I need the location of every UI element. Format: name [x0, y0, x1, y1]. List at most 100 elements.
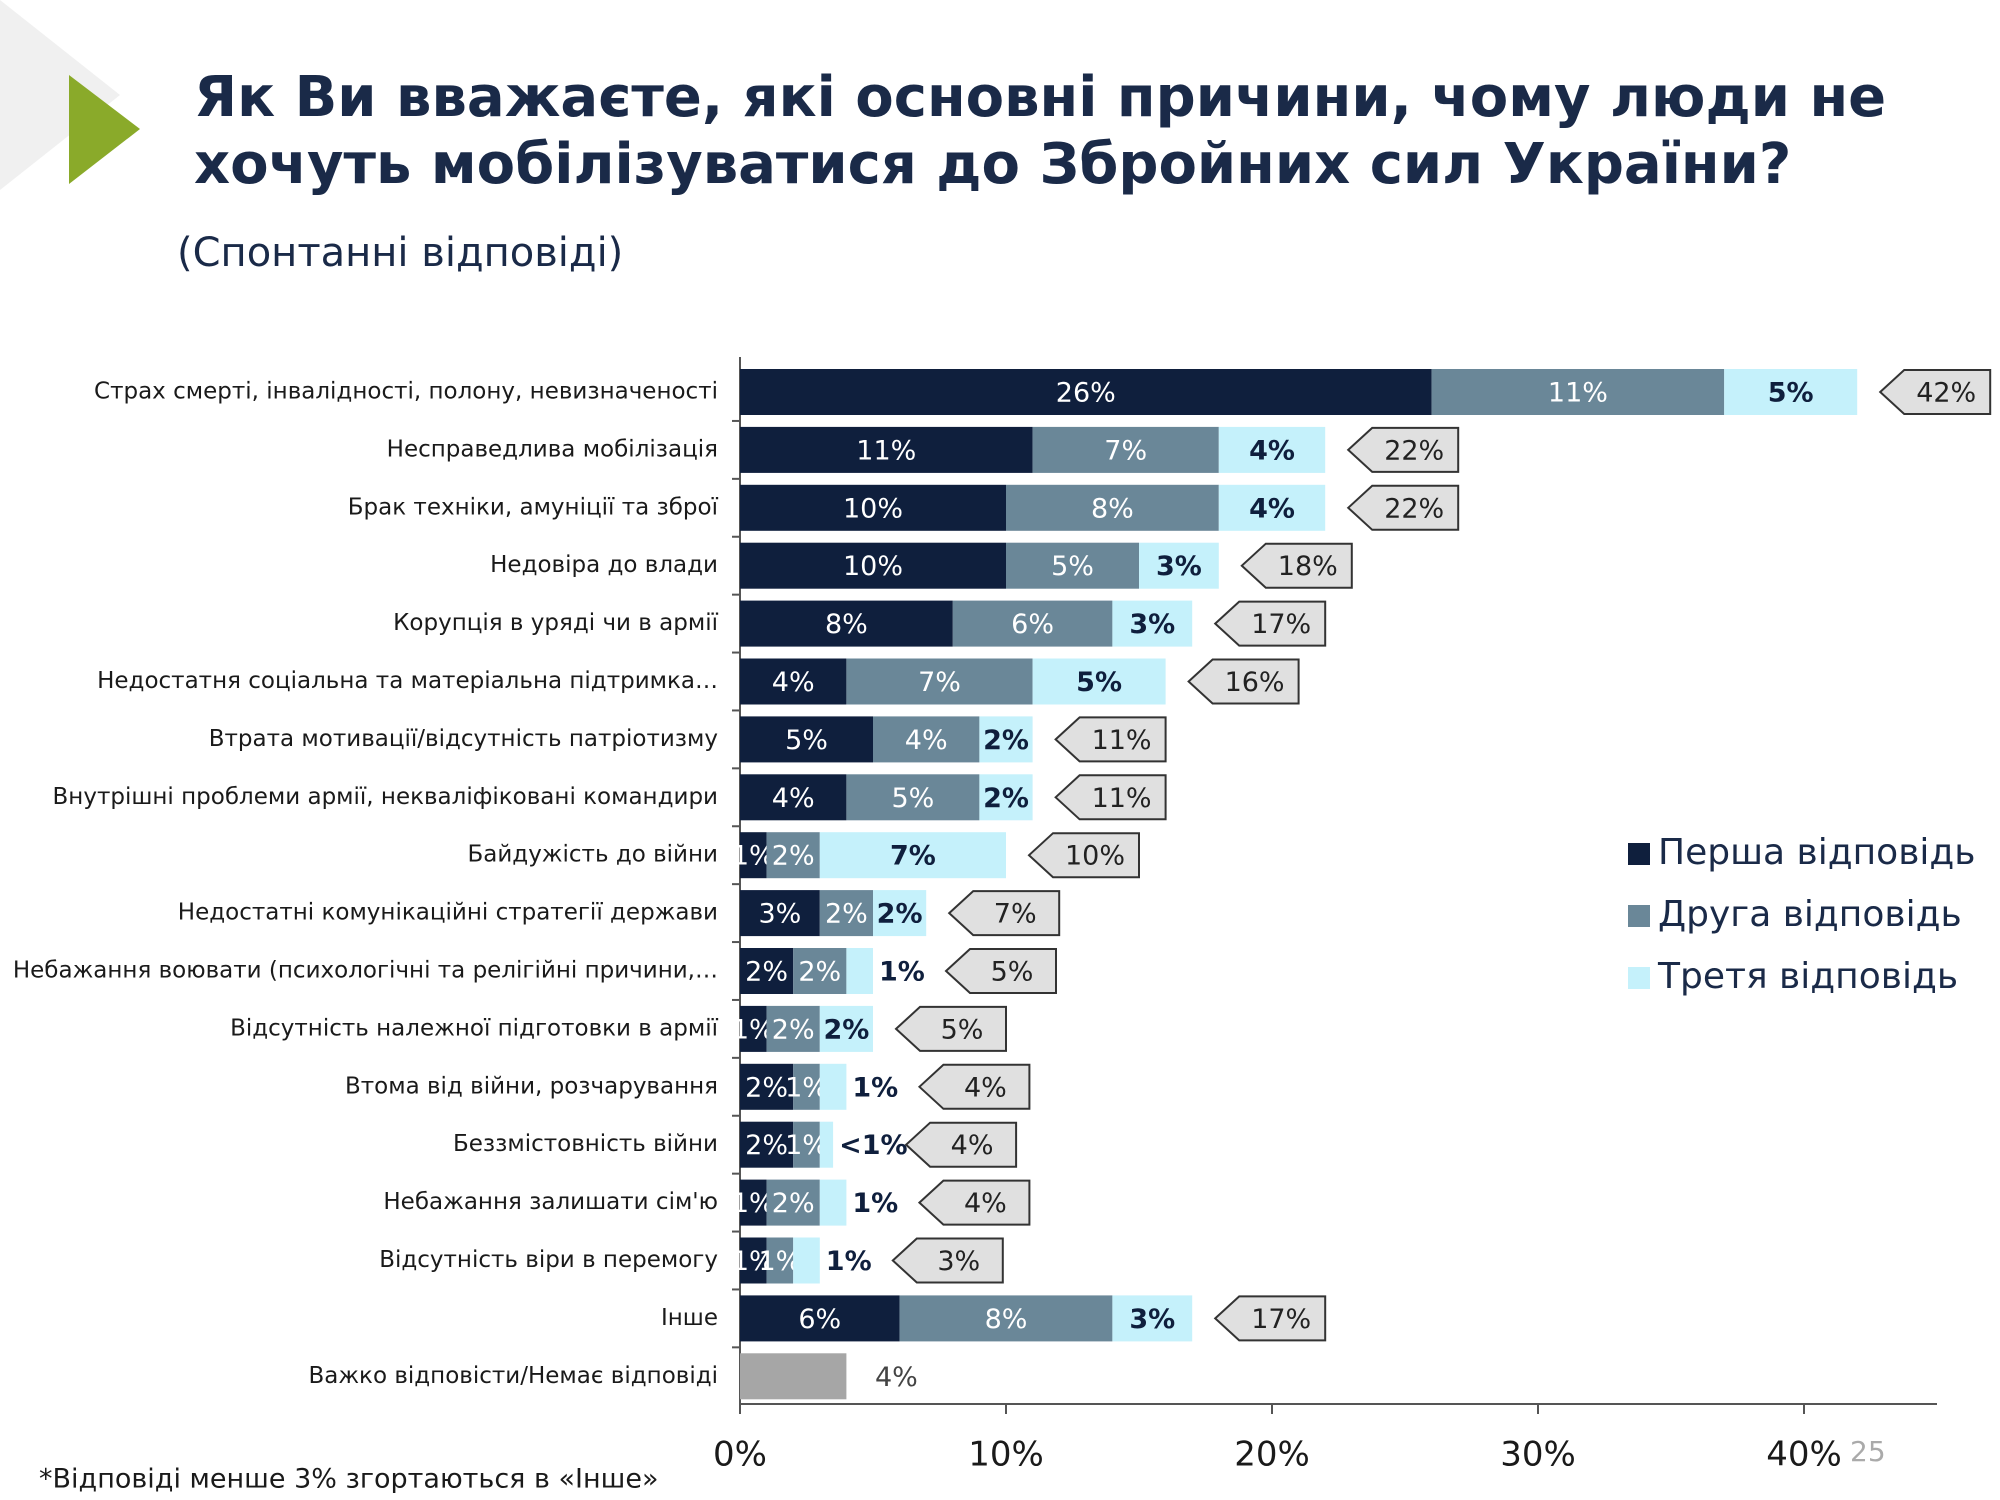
bar-segment [793, 1237, 820, 1284]
bar-segment [1139, 542, 1219, 589]
category-label: Відсутність належної підготовки в армії [230, 1015, 719, 1041]
total-box [894, 1005, 1007, 1052]
data-label: 2% [745, 1072, 788, 1103]
bar-segment [846, 774, 980, 821]
bar-segment [766, 1237, 794, 1284]
data-label: 7% [890, 841, 936, 872]
total-label: 3% [937, 1246, 980, 1277]
total-box [1240, 542, 1353, 589]
bar-segment [740, 1295, 900, 1342]
bar-segment [766, 832, 820, 879]
bar-segment [819, 1005, 873, 1052]
bar-segment [740, 832, 767, 879]
category-label: Недовіра до влади [490, 552, 718, 578]
data-label: 4% [1249, 435, 1295, 466]
category-label: Відсутність віри в перемогу [379, 1247, 718, 1273]
data-label: 1% [852, 1188, 898, 1219]
total-label: 5% [941, 1014, 984, 1045]
total-box [1346, 426, 1460, 473]
bar-segment [740, 890, 820, 937]
data-label: 2% [825, 899, 868, 930]
bar-segment [819, 890, 873, 937]
bar-segment [1032, 426, 1219, 473]
bar-segment [952, 600, 1113, 647]
data-label: 1% [826, 1246, 872, 1277]
bar-segment [740, 600, 953, 647]
bar-segment [766, 1005, 820, 1052]
bar-segment [873, 890, 927, 937]
data-label: 5% [1076, 667, 1122, 698]
category-label: Важко відповісти/Немає відповіді [308, 1363, 718, 1389]
category-label: Брак техніки, амуніції та зброї [348, 494, 719, 520]
data-label: 8% [1091, 493, 1134, 524]
total-label: 42% [1916, 378, 1976, 409]
bar-segment [793, 1121, 820, 1168]
data-label: 3% [1129, 1304, 1175, 1335]
data-label: 11% [856, 435, 916, 466]
data-label: 2% [983, 725, 1029, 756]
data-label: 5% [785, 725, 828, 756]
total-box [1346, 484, 1460, 531]
bar-segment [899, 1295, 1113, 1342]
total-label: 16% [1225, 667, 1285, 698]
data-label: <1% [839, 1130, 907, 1161]
bar-segment [1006, 484, 1219, 531]
total-label: 22% [1384, 435, 1444, 466]
bar-segment [873, 716, 980, 763]
bar-segment [819, 1063, 847, 1110]
bar-segment [740, 774, 847, 821]
bar-segment [740, 1121, 794, 1168]
total-box [1878, 369, 1992, 415]
total-label: 4% [951, 1130, 994, 1161]
bar-segment [740, 369, 1432, 415]
bar-segment [766, 1179, 820, 1226]
category-label: Страх смерті, інвалідності, полону, неви… [94, 379, 718, 405]
bar-segment [979, 716, 1033, 763]
total-label: 5% [991, 957, 1034, 988]
x-tick-label: 0% [713, 1435, 767, 1475]
bar-segment [1218, 426, 1326, 473]
data-label: 6% [1011, 609, 1054, 640]
bar-segment [979, 774, 1033, 821]
bar-segment [740, 1005, 767, 1052]
data-label: 3% [758, 899, 801, 930]
data-label: 2% [772, 1188, 815, 1219]
bar-segment [1431, 369, 1725, 415]
total-box [891, 1237, 1004, 1284]
x-tick-label: 20% [1234, 1435, 1310, 1475]
bar-segment [1724, 369, 1858, 415]
legend-label: Перша відповідь [1658, 832, 1976, 873]
data-label: 2% [877, 899, 923, 930]
bar-segment [740, 1063, 794, 1110]
bar-segment [846, 658, 1033, 705]
total-box [917, 1063, 1031, 1110]
data-label: 26% [1056, 378, 1116, 409]
data-label: 1% [852, 1072, 898, 1103]
bar-segment [740, 658, 847, 705]
data-label: 3% [1129, 609, 1175, 640]
x-tick-label: 10% [968, 1435, 1044, 1475]
total-box [1213, 1295, 1327, 1342]
data-label: 8% [985, 1304, 1028, 1335]
data-label: 4% [875, 1362, 918, 1393]
total-box [1187, 658, 1300, 705]
data-label: 3% [1156, 551, 1202, 582]
data-label: 10% [843, 551, 903, 582]
total-box [917, 1179, 1031, 1226]
total-label: 17% [1251, 609, 1311, 640]
category-label: Небажання залишати сім'ю [383, 1189, 718, 1215]
category-label: Інше [661, 1305, 718, 1331]
bar-segment [740, 948, 794, 994]
total-label: 11% [1092, 725, 1152, 756]
bar-segment [740, 484, 1006, 531]
legend-swatch [1628, 905, 1650, 927]
bar-segment [1112, 600, 1193, 647]
data-label: 8% [825, 609, 868, 640]
data-label: 2% [798, 957, 841, 988]
legend-swatch [1628, 967, 1650, 989]
data-label: 2% [772, 1014, 815, 1045]
data-label: 7% [918, 667, 961, 698]
total-label: 4% [964, 1072, 1007, 1103]
chart-title: Як Ви вважаєте, які основні причини, чом… [194, 65, 1886, 130]
